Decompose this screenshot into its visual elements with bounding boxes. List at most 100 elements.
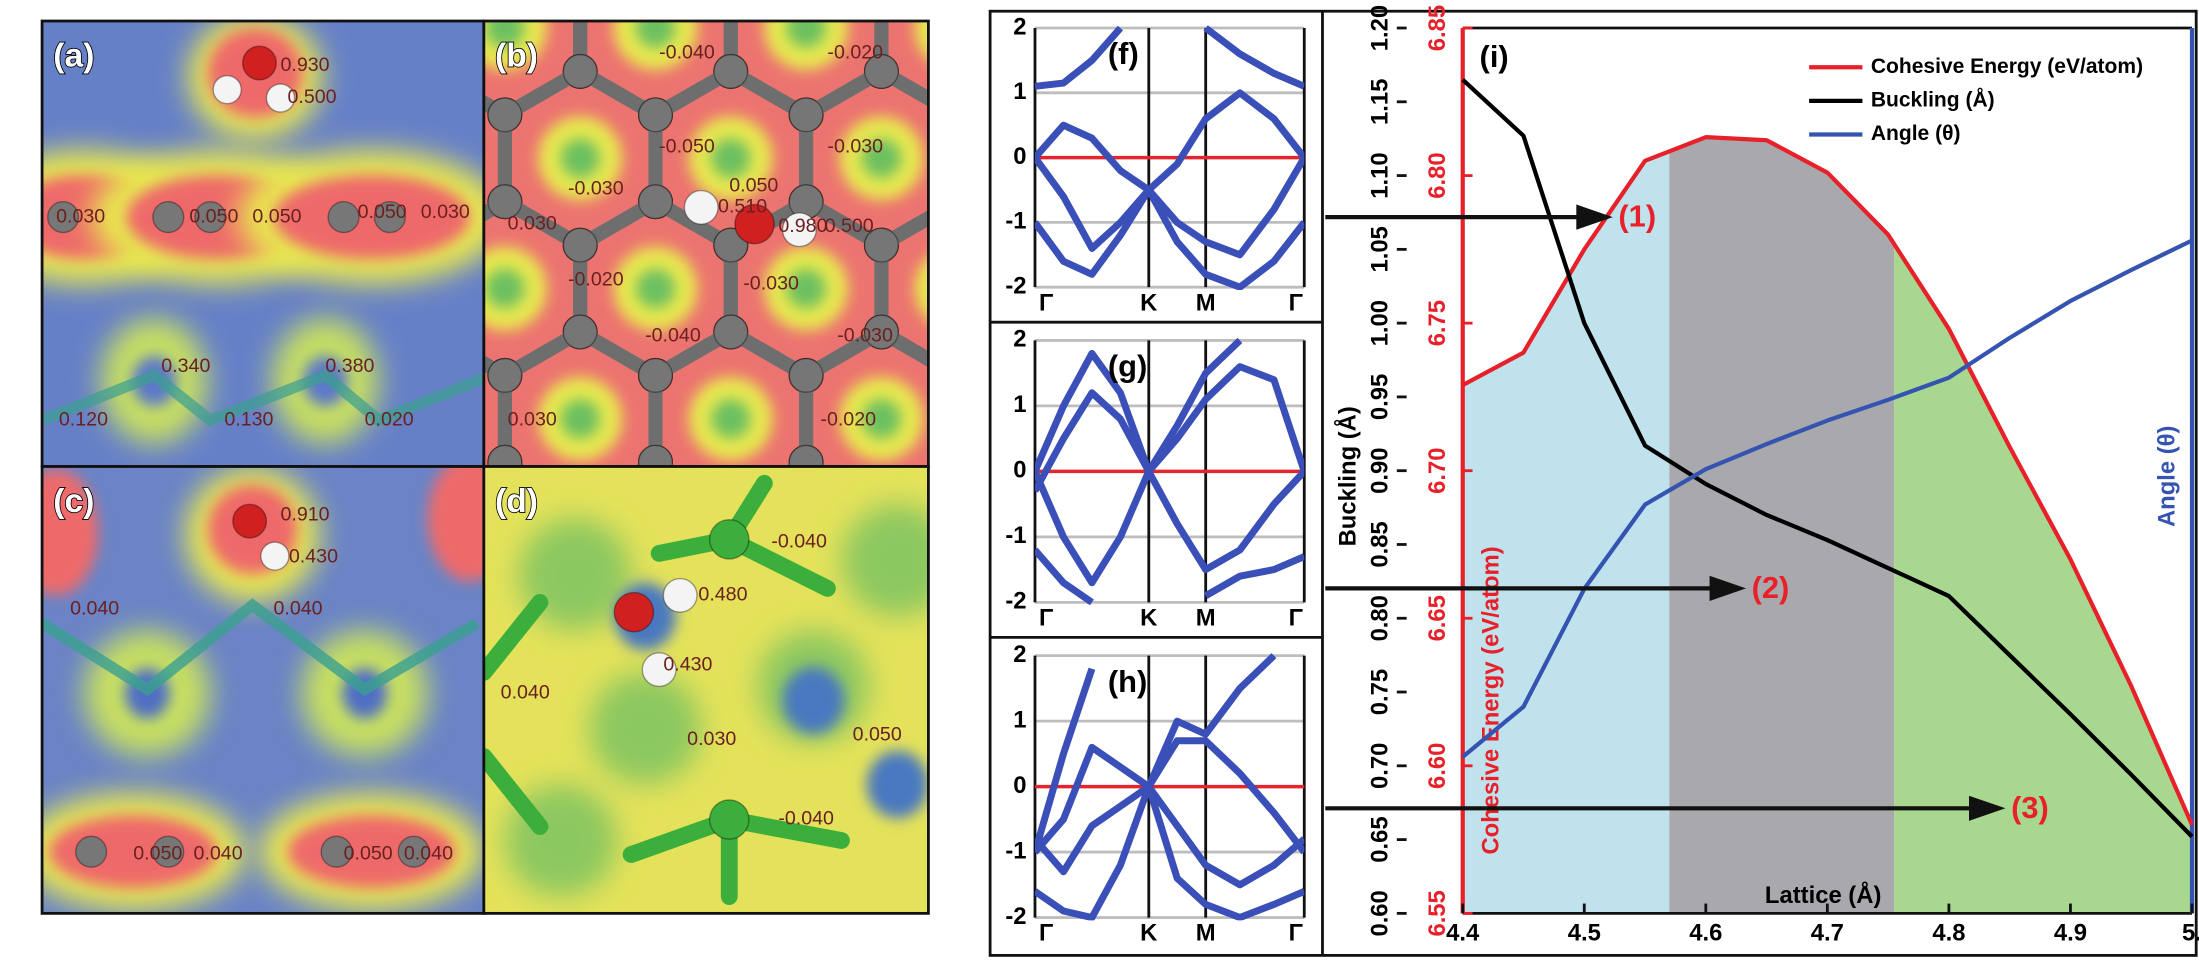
y-tick-label: 1 bbox=[1013, 391, 1026, 418]
atom-c bbox=[639, 359, 673, 393]
x-axis-title: Lattice (Å) bbox=[1765, 881, 1882, 909]
charge-label: 0.020 bbox=[365, 408, 414, 430]
charge-label: 0.980 bbox=[778, 215, 827, 237]
charge-label: 0.130 bbox=[224, 408, 273, 430]
y-tick-label: 0 bbox=[1013, 143, 1026, 170]
charge-label: 0.910 bbox=[280, 504, 329, 526]
atom-c bbox=[76, 836, 107, 867]
charge-label: 0.030 bbox=[56, 205, 105, 227]
y-tick-label: 2 bbox=[1013, 13, 1026, 40]
y-tick-label: -1 bbox=[1005, 208, 1026, 235]
y2-tick-label: 6.75 bbox=[1424, 300, 1451, 346]
density-blob bbox=[589, 672, 701, 784]
y-tick-label: 0.85 bbox=[1367, 521, 1394, 567]
panel-label: (h) bbox=[1108, 664, 1147, 699]
x-tick-label: Γ bbox=[1039, 289, 1053, 316]
y-tick-label: 1.00 bbox=[1367, 300, 1394, 346]
x-tick-label: Γ bbox=[1039, 604, 1053, 631]
x-tick-label: K bbox=[1140, 604, 1157, 631]
x-tick-label: 5. bbox=[2182, 920, 2199, 947]
y-tick-label: 1.10 bbox=[1367, 152, 1394, 198]
y-tick-label: 0 bbox=[1013, 457, 1026, 484]
density-blob bbox=[636, 269, 675, 308]
atom-c bbox=[153, 202, 184, 233]
annotation: (2) bbox=[1752, 570, 1790, 605]
density-blob bbox=[711, 139, 750, 178]
atom-si bbox=[710, 520, 749, 559]
charge-label: 0.040 bbox=[70, 598, 119, 620]
legend-label: Cohesive Energy (eV/atom) bbox=[1871, 55, 2143, 78]
y-tick-label: 0.80 bbox=[1367, 595, 1394, 641]
charge-label: 0.030 bbox=[508, 212, 557, 234]
charge-label: 0.050 bbox=[252, 205, 301, 227]
x-tick-label: Γ bbox=[1289, 920, 1303, 947]
density-blob bbox=[867, 751, 929, 818]
charge-label: 0.120 bbox=[59, 408, 108, 430]
charge-label: -0.030 bbox=[568, 177, 624, 199]
charge-label: 0.050 bbox=[189, 205, 238, 227]
density-blob bbox=[711, 399, 750, 438]
charge-label: -0.020 bbox=[568, 268, 624, 290]
x-tick-label: Γ bbox=[1039, 920, 1053, 947]
shaded-region bbox=[1669, 137, 1894, 913]
charge-label: -0.040 bbox=[645, 324, 701, 346]
charge-label: 0.340 bbox=[161, 355, 210, 377]
x-tick-label: 4.8 bbox=[1932, 920, 1965, 947]
x-tick-label: M bbox=[1196, 604, 1216, 631]
atom-h bbox=[684, 191, 718, 225]
density-blob bbox=[783, 667, 845, 734]
charge-label: 0.050 bbox=[133, 843, 182, 865]
charge-label: -0.040 bbox=[778, 808, 834, 830]
y-tick-label: 0.75 bbox=[1367, 669, 1394, 715]
atom-si bbox=[710, 800, 749, 839]
y2-tick-label: 6.60 bbox=[1424, 743, 1451, 789]
y3-axis-title: Angle (θ) bbox=[2153, 426, 2180, 527]
atom-h bbox=[213, 76, 241, 104]
x-tick-label: Γ bbox=[1289, 289, 1303, 316]
charge-label: 0.030 bbox=[421, 201, 470, 223]
atom-c bbox=[328, 202, 359, 233]
y-tick-label: 0.65 bbox=[1367, 816, 1394, 862]
density-blob bbox=[485, 269, 524, 308]
charge-label: 0.480 bbox=[698, 584, 747, 606]
charge-label: 0.500 bbox=[287, 86, 336, 108]
panel-label: (a) bbox=[53, 37, 94, 74]
atom-c bbox=[789, 98, 823, 132]
atom-o bbox=[243, 46, 277, 80]
panel-label: (i) bbox=[1480, 39, 1509, 74]
y-tick-label: 0 bbox=[1013, 772, 1026, 799]
charge-label: 0.050 bbox=[729, 175, 778, 197]
y2-tick-label: 6.85 bbox=[1424, 5, 1451, 51]
y2-tick-label: 6.70 bbox=[1424, 448, 1451, 494]
charge-label: -0.030 bbox=[837, 324, 893, 346]
y-axis-title: Buckling (Å) bbox=[1333, 406, 1361, 546]
y-tick-label: 1.05 bbox=[1367, 226, 1394, 272]
atom-c bbox=[488, 359, 522, 393]
charge-label: -0.030 bbox=[743, 273, 799, 295]
charge-label: 0.050 bbox=[853, 724, 902, 746]
annotation: (1) bbox=[1618, 199, 1656, 234]
charge-label: 0.500 bbox=[825, 215, 874, 237]
charge-label: -0.040 bbox=[659, 41, 715, 63]
legend-label: Buckling (Å) bbox=[1871, 87, 1995, 111]
density-blob bbox=[561, 139, 600, 178]
legend-label: Angle (θ) bbox=[1871, 122, 1961, 145]
x-tick-label: M bbox=[1196, 289, 1216, 316]
panel-label: (c) bbox=[53, 483, 94, 520]
density-blob bbox=[561, 399, 600, 438]
charge-label: 0.040 bbox=[273, 598, 322, 620]
x-tick-label: 4.5 bbox=[1568, 920, 1601, 947]
y-tick-label: 0.60 bbox=[1367, 890, 1394, 936]
page: {"figure_panels":[ {"label":"(a)","annot… bbox=[0, 0, 2199, 961]
y-tick-label: 2 bbox=[1013, 326, 1026, 353]
y-tick-label: -2 bbox=[1005, 903, 1026, 930]
x-tick-label: 4.9 bbox=[2054, 920, 2087, 947]
panel-label: (d) bbox=[495, 483, 538, 520]
x-tick-label: 4.7 bbox=[1811, 920, 1844, 947]
charge-label: 0.380 bbox=[325, 355, 374, 377]
atom-c bbox=[639, 185, 673, 219]
x-tick-label: M bbox=[1196, 920, 1216, 947]
charge-label: 0.430 bbox=[289, 546, 338, 568]
y-tick-label: -1 bbox=[1005, 522, 1026, 549]
y-tick-label: 0.95 bbox=[1367, 374, 1394, 420]
